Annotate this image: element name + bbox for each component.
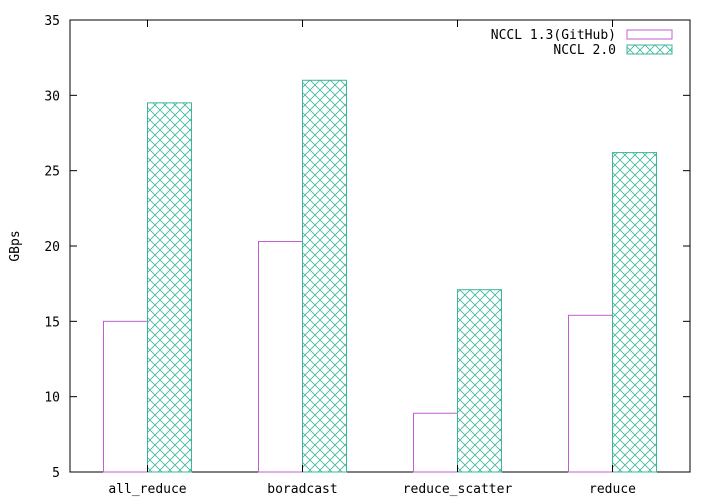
bar-nccl-1-3 xyxy=(413,412,458,473)
x-ticks-group: all_reduce boradcast reduce_scatter reduce xyxy=(108,20,636,497)
y-axis-label: GBps xyxy=(8,230,23,261)
x-tick-label: reduce xyxy=(589,482,636,497)
legend-swatch xyxy=(626,29,673,40)
bar-nccl-2-0 xyxy=(612,152,657,473)
bar-nccl-1-3 xyxy=(568,314,613,473)
bar-nccl-2-0 xyxy=(302,79,347,473)
legend-label: NCCL 2.0 xyxy=(553,43,616,58)
legend-label: NCCL 1.3(GitHub) xyxy=(491,28,616,43)
bar-nccl-1-3 xyxy=(103,320,148,473)
legend-swatch xyxy=(626,44,673,55)
y-tick-label: 35 xyxy=(44,14,60,29)
y-tick-label: 20 xyxy=(44,240,60,255)
y-tick-label: 5 xyxy=(52,466,60,481)
bar-nccl-2-0 xyxy=(457,289,502,473)
bar-nccl-2-0 xyxy=(147,102,192,473)
bars-group xyxy=(103,79,657,473)
x-tick-label: boradcast xyxy=(267,482,337,497)
y-tick-label: 30 xyxy=(44,89,60,104)
y-tick-label: 10 xyxy=(44,391,60,406)
x-tick-label: all_reduce xyxy=(108,482,186,497)
legend: NCCL 1.3(GitHub)NCCL 2.0 xyxy=(491,28,673,58)
x-tick-label: reduce_scatter xyxy=(403,482,513,497)
y-tick-label: 15 xyxy=(44,315,60,330)
bar-nccl-1-3 xyxy=(258,240,303,473)
y-tick-label: 25 xyxy=(44,165,60,180)
y-ticks-group: 5 10 15 20 25 30 35 xyxy=(44,14,690,481)
